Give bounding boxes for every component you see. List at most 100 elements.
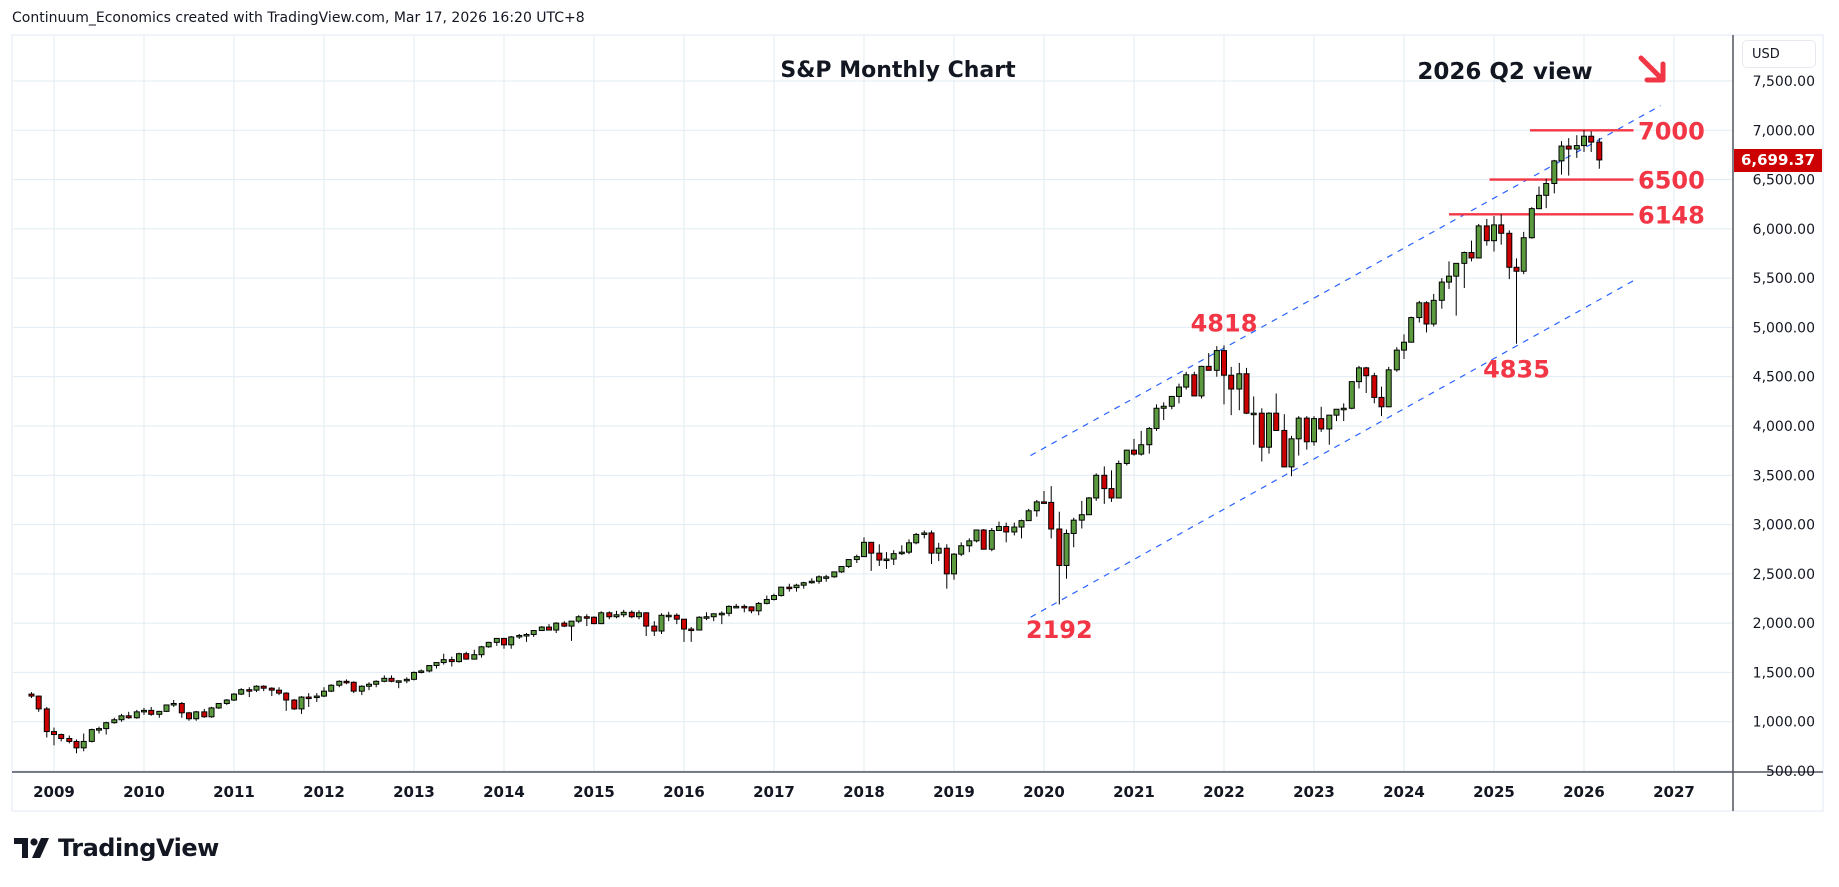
year-tick-label: 2013 [393, 783, 435, 801]
candle-body [906, 542, 912, 553]
candle-down [1371, 372, 1378, 404]
price-tick-label: 1,500.00 [1753, 665, 1815, 681]
candle-down [1378, 386, 1385, 417]
candle-down [350, 681, 357, 694]
candle-body [1483, 225, 1490, 242]
candle-up [1581, 130, 1587, 152]
price-axis[interactable]: 500.00 1,000.00 1,500.00 2,000.00 2,500.00 3,… [1753, 74, 1815, 780]
candle-up [1573, 135, 1580, 158]
candle-up [913, 532, 920, 545]
candle-body [321, 690, 327, 697]
candle-body [193, 711, 200, 720]
candle-down [1003, 522, 1010, 543]
candle-down [58, 733, 65, 742]
candle-down [178, 702, 185, 718]
candle-body [58, 734, 65, 739]
candle-body [1520, 237, 1527, 272]
year-tick-label: 2022 [1203, 783, 1245, 801]
currency-selector[interactable]: USD [1742, 40, 1816, 68]
candle-body [1340, 407, 1347, 411]
candle-body [1491, 224, 1497, 242]
candle-body [553, 622, 560, 631]
price-tick-label: 500.00 [1766, 764, 1815, 780]
year-tick-label: 2017 [753, 783, 795, 801]
candle-up [1086, 496, 1092, 516]
candle-body [958, 545, 965, 555]
candle-body [1438, 281, 1445, 301]
candle-body [485, 641, 492, 648]
candle-down [748, 606, 755, 614]
candle-body [546, 626, 552, 631]
price-tick-label: 1,000.00 [1753, 715, 1815, 731]
candle-body [831, 571, 838, 578]
candle-body [1033, 501, 1040, 512]
candle-up [620, 609, 627, 618]
candle-body [148, 709, 155, 715]
candle-body [883, 558, 890, 562]
candle-body [426, 665, 433, 672]
candle-body [1581, 135, 1587, 147]
price-tick-label: 3,000.00 [1753, 518, 1815, 534]
candle-body [1326, 414, 1333, 430]
candle-body [223, 699, 230, 704]
candle-body [793, 584, 800, 589]
candle-body [1160, 405, 1167, 409]
candle-down [501, 637, 507, 649]
candle-up [231, 693, 237, 702]
candle-body [268, 687, 275, 691]
candle-body [1250, 412, 1257, 416]
candle-body [1063, 532, 1070, 566]
price-tick-label: 7,500.00 [1753, 74, 1815, 90]
candle-down [1191, 371, 1198, 397]
candle-body [1086, 497, 1092, 516]
year-tick-label: 2012 [303, 783, 345, 801]
candle-body [493, 637, 500, 643]
candle-up [966, 538, 973, 553]
candle-down [260, 685, 267, 692]
candle-body [1378, 396, 1385, 408]
candle-up [96, 726, 102, 734]
candle-body [231, 693, 237, 701]
year-tick-label: 2018 [843, 783, 885, 801]
candle-body [1348, 381, 1355, 409]
year-tick-label: 2027 [1653, 783, 1695, 801]
candle-body [1543, 183, 1550, 196]
candle-up [1011, 522, 1018, 536]
candle-up [935, 542, 942, 562]
tradingview-logo[interactable]: TradingView [14, 834, 219, 862]
candle-up [440, 653, 447, 665]
candle-body [118, 715, 125, 721]
candle-up [883, 552, 890, 569]
candle-body [1123, 449, 1130, 464]
lower-channel-line [1030, 277, 1639, 618]
candle-down [741, 604, 748, 613]
candle-body [1461, 252, 1468, 264]
candle-down [1318, 406, 1325, 432]
candle-up [193, 710, 200, 721]
price-tick-label: 7,000.00 [1753, 123, 1815, 139]
candle-down [1041, 491, 1047, 504]
candle-body [403, 678, 410, 682]
candle-down [546, 624, 552, 631]
candle-up [921, 530, 928, 539]
candle-up [1176, 383, 1182, 404]
year-tick-label: 2025 [1473, 783, 1515, 801]
candle-down [980, 529, 987, 550]
candle-body [951, 553, 957, 575]
candle-body [1498, 224, 1505, 234]
candle-body [463, 653, 470, 660]
candle-down [28, 692, 35, 699]
time-axis[interactable]: 2009 2010 2011 2012 2013 2014 2015 2016 2017 2018… [33, 783, 1695, 801]
candle-up [823, 574, 830, 582]
candle-body [538, 626, 545, 632]
candle-up [1416, 300, 1423, 323]
candle-body [845, 559, 852, 567]
candle-up [778, 586, 785, 597]
candle-up [1520, 231, 1527, 275]
candle-body [665, 614, 672, 618]
candle-body [156, 710, 163, 715]
candle-body [658, 614, 665, 632]
candle-body [276, 689, 282, 694]
level-label-7000: 7000 [1638, 117, 1705, 145]
